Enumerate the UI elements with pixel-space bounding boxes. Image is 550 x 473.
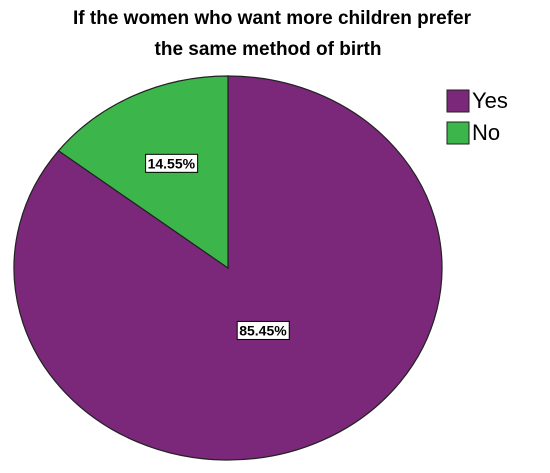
value-label-box xyxy=(145,153,199,173)
chart-title: If the women who want more children pref… xyxy=(73,8,472,29)
value-label: 14.55% xyxy=(148,155,196,171)
value-label-box xyxy=(236,320,290,340)
legend-swatch xyxy=(446,121,470,145)
chart-title: the same method of birth xyxy=(155,39,382,60)
legend-label: Yes xyxy=(472,88,508,113)
value-label: 85.45% xyxy=(239,322,287,338)
pie-slice xyxy=(57,75,229,270)
legend-swatch xyxy=(446,89,470,113)
legend-label: No xyxy=(472,120,500,145)
